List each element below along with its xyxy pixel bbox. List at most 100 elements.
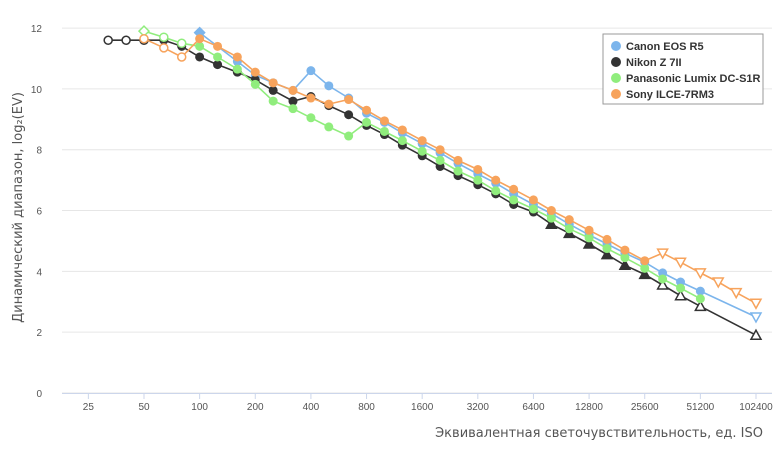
- series-2: [137, 25, 705, 304]
- series-line: [199, 31, 757, 318]
- legend-symbol: [611, 41, 621, 51]
- x-tick-label: 12800: [575, 402, 603, 413]
- data-point: [473, 175, 483, 185]
- data-point: [600, 248, 614, 260]
- data-point: [435, 145, 445, 155]
- legend-item-label[interactable]: Panasonic Lumix DC-S1R: [626, 73, 761, 85]
- data-point: [729, 287, 743, 300]
- data-point: [268, 85, 278, 95]
- x-axis-ticks: 25 50 100 200 400 800 1600 3200 6400 12800 25600 51…: [83, 393, 773, 413]
- data-point: [656, 278, 669, 290]
- data-point: [564, 215, 574, 225]
- data-point: [695, 286, 705, 296]
- data-point: [324, 99, 334, 109]
- data-point: [306, 93, 316, 103]
- data-point: [397, 136, 407, 146]
- x-tick-label: 100: [191, 402, 208, 413]
- data-point: [379, 116, 389, 126]
- data-point: [344, 95, 354, 105]
- x-tick-label: 3200: [467, 402, 490, 413]
- series-3: [139, 33, 763, 310]
- data-point: [306, 113, 316, 123]
- data-point: [620, 245, 630, 255]
- legend-symbol: [611, 73, 621, 83]
- y-tick-label: 4: [36, 267, 42, 278]
- legend-box: [602, 33, 764, 105]
- y-tick-label: 10: [31, 85, 43, 96]
- data-point: [195, 52, 205, 62]
- x-tick-label: 25600: [631, 402, 659, 413]
- x-tick-label: 102400: [739, 402, 773, 413]
- data-point: [620, 253, 630, 263]
- data-point: [618, 258, 632, 271]
- data-point: [324, 81, 334, 91]
- data-point: [176, 52, 187, 62]
- legend-item-label[interactable]: Canon EOS R5: [626, 41, 704, 53]
- data-point: [602, 244, 612, 254]
- data-point: [379, 126, 389, 136]
- data-point: [658, 274, 668, 284]
- data-point: [213, 60, 223, 70]
- data-point: [546, 213, 556, 223]
- data-point: [640, 256, 650, 266]
- data-point: [268, 78, 278, 88]
- legend-item-label[interactable]: Sony ILCE-7RM3: [626, 89, 714, 101]
- data-point: [546, 206, 556, 216]
- data-point: [564, 224, 574, 234]
- data-point: [103, 35, 113, 45]
- data-point: [749, 312, 763, 324]
- y-tick-label: 8: [36, 146, 42, 157]
- data-point: [491, 175, 501, 185]
- data-point: [250, 67, 260, 77]
- series-layer: [103, 25, 763, 340]
- data-point: [195, 41, 205, 51]
- legend-symbol: [611, 57, 621, 67]
- legend-item-label[interactable]: Nikon Z 7II: [626, 57, 682, 69]
- data-point: [324, 122, 334, 132]
- data-point: [584, 225, 594, 235]
- series-line: [143, 37, 757, 305]
- data-point: [159, 43, 169, 53]
- data-point: [694, 268, 707, 280]
- y-tick-label: 0: [36, 389, 42, 400]
- data-point: [694, 299, 707, 312]
- data-point: [453, 155, 463, 165]
- data-point: [306, 66, 316, 76]
- data-point: [602, 234, 612, 244]
- y-axis-title: Динамический диапазон, log₂(EV): [11, 92, 26, 323]
- data-point: [582, 237, 596, 249]
- x-tick-label: 6400: [522, 402, 545, 413]
- data-point: [195, 34, 205, 44]
- data-point: [638, 267, 651, 280]
- data-point: [232, 64, 242, 74]
- data-point: [397, 125, 407, 135]
- data-point: [509, 184, 519, 194]
- data-point: [656, 248, 669, 260]
- y-axis-ticks: 0 2 4 6 8 10 12: [31, 24, 43, 400]
- data-point: [528, 204, 538, 214]
- data-point: [435, 155, 445, 165]
- x-tick-label: 51200: [686, 402, 714, 413]
- legend-symbol: [611, 89, 621, 99]
- data-point: [213, 52, 223, 62]
- data-point: [121, 35, 131, 45]
- data-point: [362, 105, 372, 115]
- y-tick-label: 6: [36, 207, 42, 218]
- series-line: [108, 39, 757, 336]
- data-point: [288, 96, 298, 106]
- legend: Canon EOS R5 Nikon Z 7II Panasonic Lumix D…: [602, 33, 764, 105]
- data-point: [676, 283, 686, 293]
- x-tick-label: 400: [303, 402, 320, 413]
- x-tick-label: 1600: [411, 402, 434, 413]
- data-point: [417, 136, 427, 146]
- data-point: [232, 52, 242, 62]
- grid-lines: [62, 27, 772, 394]
- data-point: [584, 233, 594, 243]
- y-tick-label: 2: [36, 328, 42, 339]
- data-point: [453, 166, 463, 176]
- data-point: [749, 328, 763, 340]
- data-point: [213, 41, 223, 51]
- data-point: [159, 32, 169, 42]
- data-point: [362, 117, 372, 127]
